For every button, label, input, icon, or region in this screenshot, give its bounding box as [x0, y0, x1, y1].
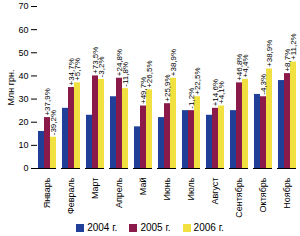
svg-text:+38,9%: +38,9%: [265, 40, 274, 67]
svg-text:+34,7%: +34,7%: [67, 58, 77, 86]
svg-text:+4,4%: +4,4%: [241, 54, 250, 77]
svg-text:+37,9%: +37,9%: [43, 88, 53, 116]
svg-text:Февраль: Февраль: [66, 177, 76, 214]
svg-text:+38,9%: +38,9%: [169, 49, 178, 76]
svg-text:+22,5%: +22,5%: [193, 67, 202, 94]
html-text:2006 г.: 2006 г.: [193, 221, 224, 233]
html-text:2005 г.: 2005 г.: [140, 221, 171, 233]
svg-text:+49,7%: +49,7%: [139, 76, 149, 104]
svg-text:0: 0: [23, 163, 28, 173]
svg-text:+24,8%: +24,8%: [115, 48, 125, 77]
svg-text:+46,8%: +46,8%: [235, 53, 245, 81]
svg-text:+5,7%: +5,7%: [73, 58, 82, 81]
svg-text:60: 60: [18, 25, 28, 35]
svg-text:Май: Май: [138, 178, 148, 196]
svg-text:Июнь: Июнь: [162, 177, 172, 200]
svg-text:+11,2%: +11,2%: [289, 33, 298, 60]
svg-text:+25,9%: +25,9%: [163, 74, 172, 101]
svg-text:+14,6%: +14,6%: [211, 79, 221, 107]
svg-text:50: 50: [18, 48, 28, 58]
html-text:2004 г.: 2004 г.: [87, 221, 118, 233]
svg-text:Октябрь: Октябрь: [258, 177, 268, 212]
svg-text:-1,2%: -1,2%: [187, 87, 197, 109]
svg-text:-3,2%: -3,2%: [97, 56, 106, 77]
svg-text:Апрель: Апрель: [114, 177, 124, 208]
svg-text:10: 10: [18, 140, 28, 150]
svg-text:Март: Март: [90, 178, 100, 200]
svg-text:30: 30: [18, 94, 28, 104]
svg-text:70: 70: [18, 1, 28, 11]
svg-text:+8,7%: +8,7%: [283, 48, 293, 72]
svg-text:Июль: Июль: [186, 177, 196, 200]
svg-text:Август: Август: [210, 178, 220, 205]
svg-text:-39,2%: -39,2%: [49, 110, 58, 135]
svg-text:Сентябрь: Сентябрь: [234, 177, 244, 218]
svg-text:+4,1%: +4,1%: [217, 81, 226, 104]
svg-text:Ноябрь: Ноябрь: [282, 177, 292, 209]
svg-text:Январь: Январь: [42, 177, 52, 208]
svg-text:40: 40: [18, 71, 28, 81]
svg-text:+26,5%: +26,5%: [145, 60, 154, 87]
svg-text:20: 20: [18, 117, 28, 127]
svg-text:-11,8%: -11,8%: [121, 62, 130, 87]
svg-text:-4,3%: -4,3%: [259, 74, 268, 95]
svg-text:+73,5%: +73,5%: [91, 46, 101, 74]
svg-text:Млн грн.: Млн грн.: [6, 70, 16, 106]
